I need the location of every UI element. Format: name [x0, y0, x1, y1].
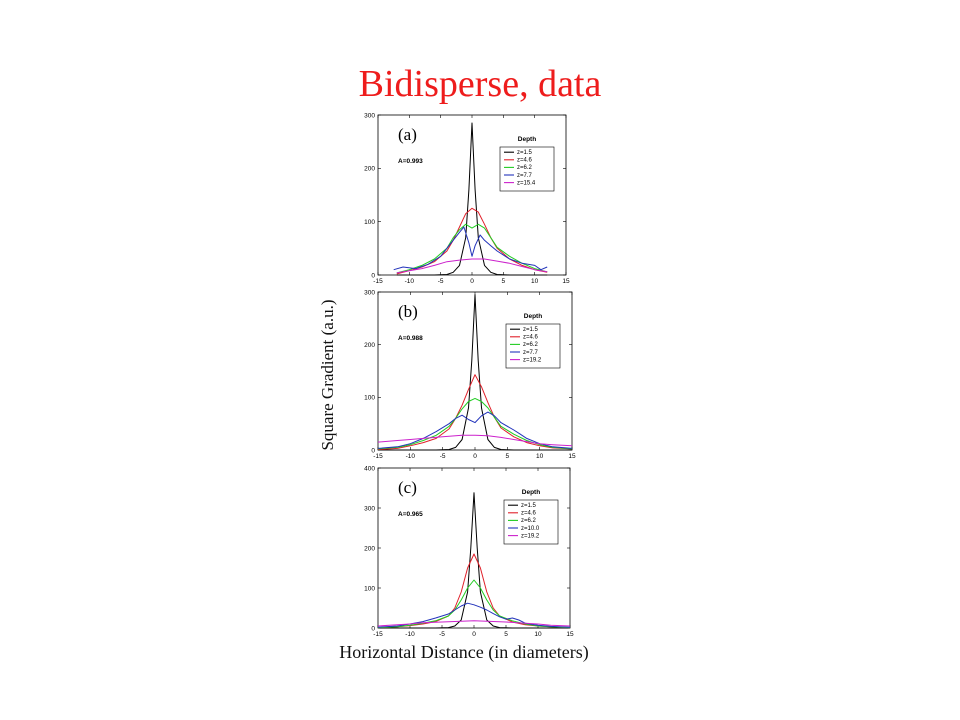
legend-item: z=6.2 [517, 165, 533, 171]
legend-box [503, 499, 559, 545]
y-tick-label: 100 [364, 585, 375, 592]
x-tick-label: 0 [472, 631, 476, 638]
y-tick-label: 300 [364, 112, 375, 119]
slide-title: Bidisperse, data [358, 63, 602, 105]
chart-panel-c: -15 -10 -5 0 5 10 15 0 100 200 300 400 (c) A=0.965 Dep… [364, 465, 574, 638]
legend-item: z=15.4 [517, 180, 536, 186]
legend-title: Depth [522, 489, 540, 496]
series-line-z=1.5 [396, 122, 548, 276]
legend-box [499, 146, 555, 192]
x-axis-label: Horizontal Distance (in diameters) [339, 642, 589, 662]
panel-label: (a) [398, 125, 417, 144]
series-line-z=4.6 [377, 553, 571, 629]
x-tick-label: 10 [534, 631, 542, 638]
series-line-z=15.4 [396, 258, 548, 274]
legend-item: z=7.7 [523, 350, 539, 356]
x-tick-label: 5 [504, 631, 508, 638]
legend-box [505, 323, 561, 369]
x-tick-label: 15 [566, 631, 574, 638]
chart-panel-b: -15 -10 -5 0 5 10 15 0 100 200 300 (b) A=0.988 Depth z… [364, 289, 576, 460]
panel-label: (b) [398, 302, 418, 321]
legend-title: Depth [524, 313, 542, 320]
x-tick-label: 10 [536, 453, 544, 460]
x-tick-label: 15 [568, 453, 576, 460]
legend-item: z=1.5 [517, 150, 533, 156]
x-tick-label: -10 [405, 631, 415, 638]
legend-item: z=6.2 [523, 342, 539, 348]
x-tick-label: 0 [473, 453, 477, 460]
panel-label: (c) [398, 478, 417, 497]
panel-annotation: A=0.965 [398, 511, 423, 518]
x-tick-label: 5 [506, 453, 510, 460]
x-tick-label: 5 [502, 278, 506, 285]
y-tick-label: 200 [364, 166, 375, 173]
series-line-z=4.6 [377, 374, 573, 450]
series-line-z=19.2 [377, 434, 573, 447]
series-line-z=7.7 [393, 226, 548, 271]
legend-item: z=7.7 [517, 173, 533, 179]
legend-item: z=4.6 [523, 335, 539, 341]
y-tick-label: 100 [364, 395, 375, 402]
y-tick-label: 0 [371, 272, 375, 279]
legend-item: z=1.5 [523, 327, 539, 333]
legend-item: z=4.6 [517, 158, 533, 164]
series-line-z=10.0 [377, 602, 571, 628]
legend-item: z=19.2 [523, 357, 542, 363]
legend-item: z=6.2 [521, 518, 537, 524]
y-axis-label: Square Gradient (a.u.) [318, 299, 337, 451]
x-tick-label: -5 [438, 278, 444, 285]
y-tick-label: 200 [364, 342, 375, 349]
series-line-z=19.2 [377, 620, 571, 627]
legend-item: z=19.2 [521, 533, 540, 539]
x-tick-label: -15 [373, 278, 383, 285]
panel-annotation: A=0.988 [398, 335, 423, 342]
legend-item: z=4.6 [521, 511, 537, 517]
series-line-z=6.2 [377, 397, 573, 450]
x-tick-label: -5 [439, 631, 445, 638]
y-tick-label: 300 [364, 505, 375, 512]
x-tick-label: 15 [562, 278, 570, 285]
series-line-z=7.7 [377, 411, 573, 449]
chart-panel-a: -15 -10 -5 0 5 10 15 0 100 200 300 (a) A=0.993 Depth z… [364, 112, 570, 285]
y-tick-label: 0 [371, 447, 375, 454]
x-tick-label: -5 [440, 453, 446, 460]
y-tick-label: 300 [364, 289, 375, 296]
x-tick-label: -10 [405, 278, 415, 285]
x-tick-label: -15 [373, 631, 383, 638]
series-line-z=1.5 [378, 294, 572, 451]
x-tick-label: -15 [373, 453, 383, 460]
legend-item: z=1.5 [521, 503, 537, 509]
y-tick-label: 200 [364, 545, 375, 552]
y-tick-label: 0 [371, 625, 375, 632]
panel-annotation: A=0.993 [398, 158, 423, 165]
y-tick-label: 100 [364, 219, 375, 226]
series-line-z=6.2 [396, 223, 548, 274]
series-line-z=1.5 [378, 492, 570, 629]
x-tick-label: 0 [470, 278, 474, 285]
legend-title: Depth [518, 136, 536, 143]
y-tick-label: 400 [364, 465, 375, 472]
x-tick-label: -10 [406, 453, 416, 460]
legend-item: z=10.0 [521, 526, 540, 532]
x-tick-label: 10 [531, 278, 539, 285]
